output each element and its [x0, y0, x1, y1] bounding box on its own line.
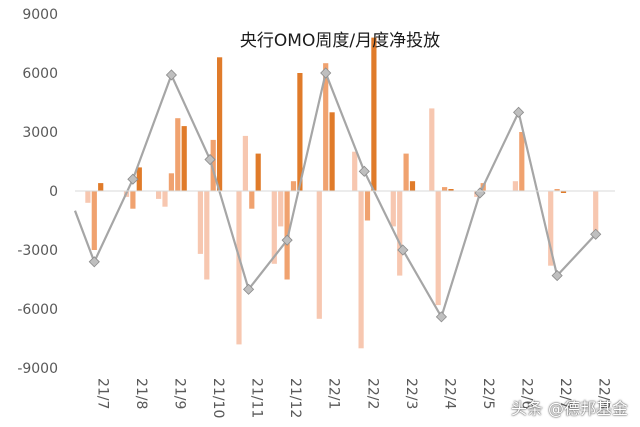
monthly-marker [513, 106, 525, 118]
y-tick-label: 3000 [22, 125, 58, 141]
x-tick-label: 22/4 [441, 378, 457, 410]
weekly-bar [136, 167, 142, 191]
x-tick-label: 22/7 [557, 378, 573, 409]
weekly-bar [554, 189, 560, 191]
y-tick-label: 9000 [22, 7, 58, 23]
weekly-bar [290, 181, 297, 191]
x-tick-label: 22/5 [480, 378, 496, 409]
weekly-bar [204, 191, 210, 280]
weekly-bar [297, 73, 303, 191]
weekly-bar [217, 57, 223, 191]
weekly-bar [329, 112, 335, 191]
y-tick-label: -3000 [17, 243, 58, 259]
weekly-bar [278, 191, 284, 227]
x-tick-label: 22/8 [596, 378, 612, 409]
x-tick-label: 21/11 [249, 378, 265, 418]
x-tick-label: 22/3 [403, 378, 419, 409]
monthly-marker [551, 270, 563, 282]
monthly-marker [358, 165, 370, 177]
weekly-bar [323, 63, 329, 192]
monthly-marker [165, 69, 177, 81]
monthly-marker [397, 244, 409, 256]
weekly-bar [390, 191, 396, 227]
y-tick-label: -6000 [17, 302, 58, 318]
monthly-marker [88, 256, 100, 268]
weekly-bar [181, 126, 187, 191]
weekly-bar [435, 191, 441, 306]
weekly-bar [255, 153, 261, 191]
weekly-bar [85, 191, 91, 203]
y-tick-label: -9000 [17, 361, 58, 377]
monthly-marker [127, 173, 139, 185]
weekly-bar [512, 181, 518, 191]
weekly-bar [429, 108, 435, 191]
weekly-bar [175, 118, 181, 191]
weekly-bar [271, 191, 277, 264]
weekly-bar [168, 173, 174, 191]
weekly-bar [130, 191, 136, 209]
x-tick-label: 22/1 [326, 378, 342, 409]
weekly-bar [409, 181, 416, 191]
x-tick-label: 22/2 [364, 378, 380, 409]
x-tick-label: 21/7 [94, 378, 110, 409]
bar-layer [85, 37, 599, 349]
line-layer [73, 67, 602, 323]
weekly-bar [156, 191, 162, 199]
monthly-marker [320, 67, 332, 79]
y-axis: 9000 6000 3000 0 -3000 -6000 -9000 [17, 7, 615, 377]
weekly-bar [560, 191, 567, 193]
weekly-bar [448, 189, 454, 191]
weekly-bar [371, 37, 377, 191]
weekly-bar [397, 191, 403, 276]
weekly-bar [548, 191, 554, 266]
monthly-marker [204, 153, 216, 166]
weekly-bar [210, 139, 216, 191]
weekly-bar [403, 153, 409, 191]
weekly-bar [519, 132, 525, 191]
weekly-bar [249, 191, 255, 209]
weekly-bar [236, 191, 242, 345]
weekly-bar [98, 183, 104, 191]
weekly-bar [593, 191, 599, 233]
x-tick-label: 21/10 [210, 378, 226, 418]
weekly-bar [91, 191, 97, 250]
monthly-marker [281, 234, 293, 246]
weekly-bar [364, 191, 371, 221]
weekly-bar [197, 191, 203, 254]
monthly-marker [435, 311, 447, 323]
weekly-bar [316, 191, 322, 319]
x-axis: 21/7 21/8 21/9 21/10 21/11 21/12 22/1 22/2 22/3 2… [94, 378, 611, 418]
chart-title: 央行OMO周度/月度净投放 [240, 31, 440, 51]
weekly-bar [162, 191, 168, 207]
x-tick-label: 21/12 [287, 378, 303, 418]
watermark: 头条 @德邦基金 [510, 399, 628, 418]
weekly-bar [442, 187, 448, 191]
y-tick-label: 6000 [22, 66, 58, 82]
weekly-bar [242, 135, 248, 191]
weekly-bar [352, 151, 358, 191]
y-tick-label: 0 [49, 184, 58, 200]
x-tick-label: 21/8 [133, 378, 149, 409]
x-tick-label: 21/9 [171, 378, 187, 409]
weekly-bar [358, 191, 364, 349]
monthly-marker [590, 228, 602, 240]
x-tick-label: 22/6 [519, 378, 535, 410]
monthly-marker [243, 283, 255, 295]
